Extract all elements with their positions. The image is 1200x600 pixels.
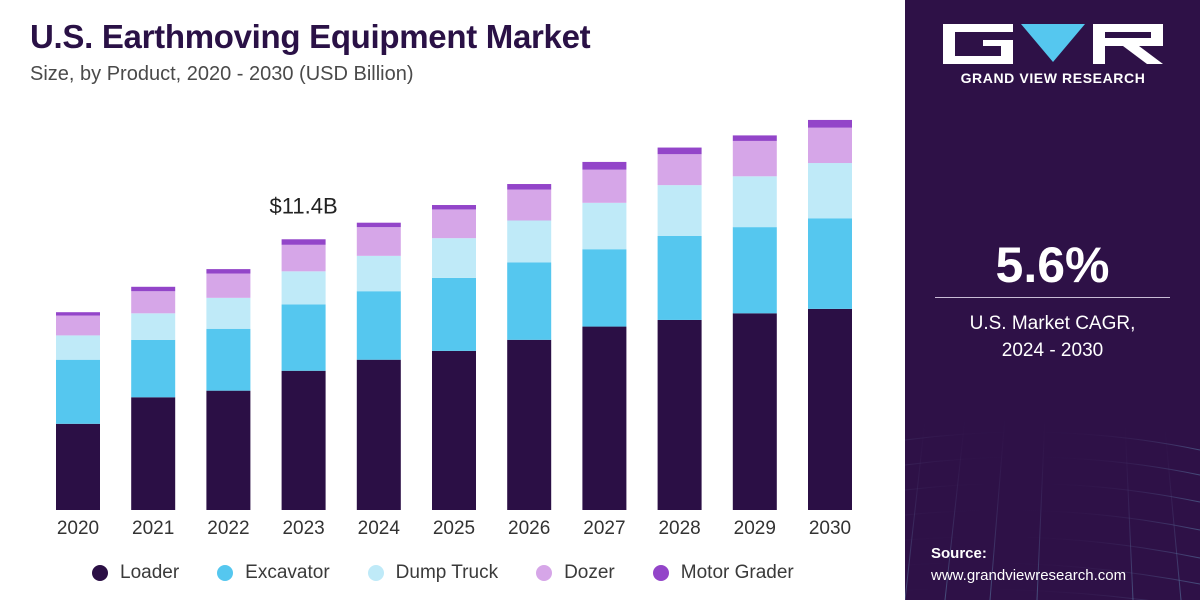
annotation-value-label: $11.4B: [270, 193, 338, 218]
bar-excavator-2030: [808, 218, 852, 309]
bar-excavator-2025: [432, 277, 476, 351]
bar-dozer-2021: [131, 291, 176, 314]
bar-motor-grader-2027: [582, 161, 627, 170]
x-tick-label-2024: 2024: [358, 518, 401, 539]
bar-dozer-2024: [356, 227, 401, 256]
bar-motor-grader-2030: [808, 119, 852, 128]
legend-item-motor-grader: Motor Grader: [652, 562, 794, 584]
bar-dozer-2023: [281, 244, 326, 272]
bar-dozer-2029: [732, 140, 777, 177]
bar-dozer-2030: [808, 127, 852, 164]
chart-title: U.S. Earthmoving Equipment Market: [30, 18, 591, 55]
cagr-label-line1: U.S. Market CAGR,: [969, 313, 1136, 334]
cagr-label: U.S. Market CAGR, 2024 - 2030: [905, 310, 1200, 364]
chart-area: 2020 2021 2022 2023 2024 2025 2026 2027 2028 2029…: [30, 18, 852, 584]
side-panel: GRAND VIEW RESEARCH 5.6% U.S. Market CAG…: [905, 0, 1200, 600]
chart-subtitle: Size, by Product, 2020 - 2030 (USD Billi…: [30, 63, 414, 85]
bar-dump-truck-2026: [507, 220, 552, 263]
bar-excavator-2024: [356, 291, 401, 360]
x-tick-label-2029: 2029: [734, 518, 776, 539]
bar-dump-truck-2028: [657, 185, 702, 236]
bar-excavator-2021: [131, 339, 176, 398]
bar-loader-2025: [432, 350, 476, 510]
bar-dump-truck-2029: [732, 176, 777, 228]
x-tick-label-2026: 2026: [508, 518, 550, 539]
bar-dump-truck-2023: [281, 271, 326, 305]
bar-dump-truck-2020: [56, 335, 100, 360]
bar-loader-2022: [206, 390, 251, 510]
x-tick-label-2022: 2022: [207, 518, 249, 539]
bar-motor-grader-2023: [281, 239, 326, 245]
cagr-value: 5.6%: [995, 237, 1110, 293]
bar-motor-grader-2025: [432, 205, 476, 210]
x-tick-label-2025: 2025: [433, 518, 475, 539]
bar-motor-grader-2028: [657, 147, 702, 155]
bar-dump-truck-2022: [206, 297, 251, 329]
legend-label-motor-grader: Motor Grader: [680, 562, 794, 583]
legend-swatch-excavator: [217, 565, 234, 581]
bar-excavator-2020: [56, 359, 100, 424]
bar-excavator-2027: [582, 249, 627, 327]
bar-loader-2028: [657, 319, 702, 510]
brand-name: GRAND VIEW RESEARCH: [960, 70, 1146, 86]
x-tick-label-2027: 2027: [583, 518, 625, 539]
x-tick-label-2021: 2021: [132, 518, 174, 539]
bar-dump-truck-2027: [582, 202, 627, 250]
legend: Loader Excavator Dump Truck Dozer Motor …: [92, 562, 832, 584]
source-url[interactable]: www.grandviewresearch.com: [931, 567, 1127, 584]
bar-loader-2029: [732, 313, 777, 510]
bar-dump-truck-2024: [356, 255, 401, 292]
bar-loader-2023: [281, 370, 326, 510]
x-tick-label-2020: 2020: [57, 518, 99, 539]
source-label: Source:: [931, 545, 987, 562]
legend-swatch-loader: [92, 565, 108, 581]
x-tick-label-2023: 2023: [282, 518, 324, 539]
perspective-grid-decoration: [905, 415, 1200, 600]
legend-item-dozer: Dozer: [536, 562, 615, 584]
bar-motor-grader-2020: [56, 312, 100, 316]
stacked-bar-chart: 2020 2021 2022 2023 2024 2025 2026 2027 2028 2029…: [56, 119, 852, 539]
legend-swatch-motor-grader: [652, 565, 669, 581]
bar-excavator-2026: [507, 262, 552, 340]
bar-excavator-2023: [281, 304, 326, 371]
legend-label-dozer: Dozer: [564, 562, 615, 583]
x-tick-label-2030: 2030: [809, 518, 851, 539]
legend-swatch-dozer: [536, 565, 553, 581]
bar-dump-truck-2021: [131, 313, 176, 340]
bar-loader-2021: [131, 397, 176, 510]
legend-item-loader: Loader: [92, 562, 179, 584]
bar-loader-2024: [356, 359, 401, 510]
bar-motor-grader-2029: [732, 135, 777, 141]
legend-label-dump-truck: Dump Truck: [395, 562, 499, 583]
legend-label-excavator: Excavator: [245, 562, 330, 583]
bar-loader-2020: [56, 423, 100, 510]
bar-dozer-2022: [206, 273, 251, 298]
bar-dozer-2027: [582, 169, 627, 203]
legend-item-excavator: Excavator: [217, 562, 330, 584]
grand-view-research-logo: [943, 24, 1163, 64]
bar-dozer-2025: [432, 209, 476, 239]
bar-motor-grader-2024: [356, 222, 401, 228]
bar-loader-2027: [582, 326, 627, 510]
legend-item-dump-truck: Dump Truck: [367, 562, 499, 584]
legend-label-loader: Loader: [120, 562, 180, 583]
divider: [935, 297, 1170, 298]
bar-dozer-2028: [657, 154, 702, 186]
cagr-label-line2: 2024 - 2030: [1001, 340, 1104, 361]
bar-motor-grader-2022: [206, 269, 251, 274]
bar-excavator-2022: [206, 328, 251, 391]
bar-loader-2030: [808, 308, 852, 510]
bar-excavator-2028: [657, 235, 702, 320]
bar-motor-grader-2026: [507, 184, 552, 190]
bar-dozer-2026: [507, 189, 552, 221]
bar-loader-2026: [507, 339, 552, 510]
legend-swatch-dump-truck: [367, 565, 384, 581]
bar-dump-truck-2025: [432, 238, 476, 278]
bar-dump-truck-2030: [808, 163, 852, 219]
bar-excavator-2029: [732, 227, 777, 314]
x-tick-label-2028: 2028: [658, 518, 700, 539]
bar-motor-grader-2021: [131, 286, 176, 292]
bar-dozer-2020: [56, 315, 100, 336]
